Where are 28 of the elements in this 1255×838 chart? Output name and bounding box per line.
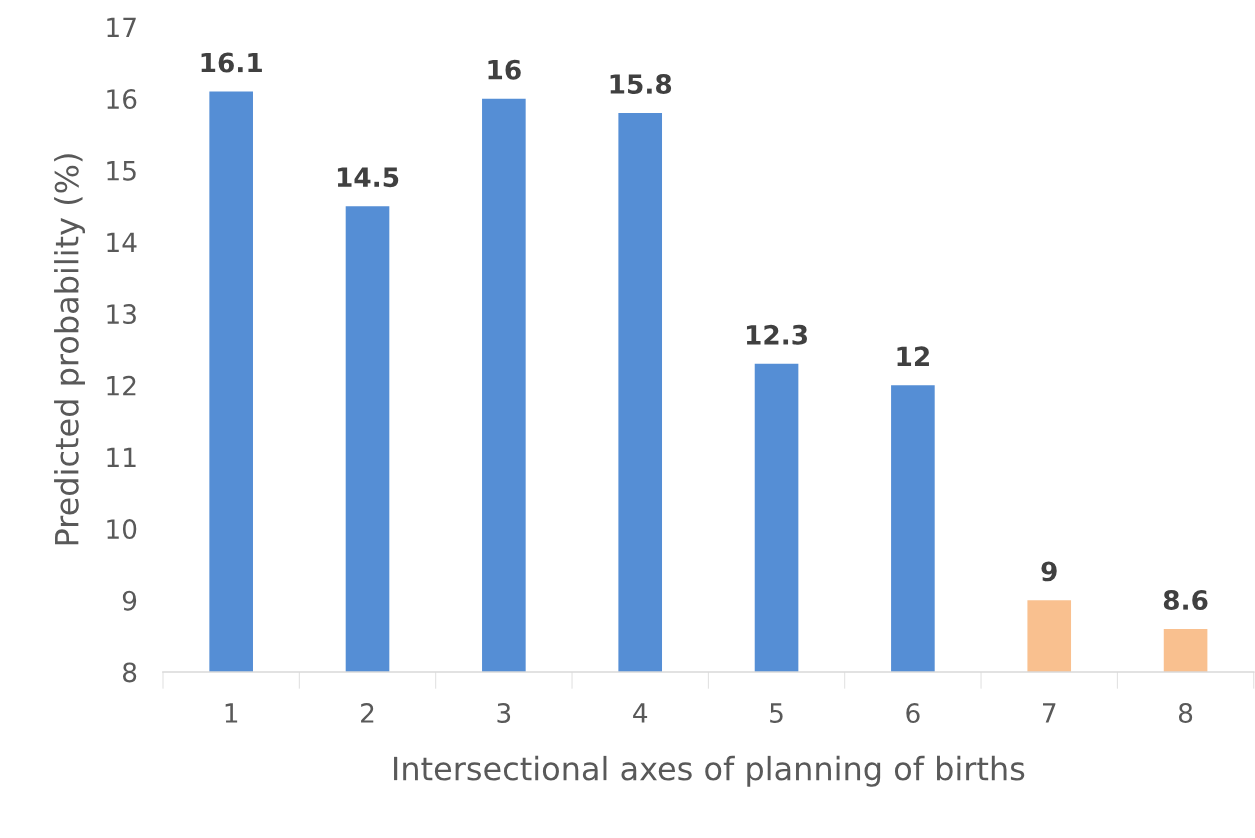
data-label: 8.6 [1163, 590, 1208, 610]
x-tick-label: 6 [906, 703, 920, 723]
x-tick-label: 8 [1178, 703, 1193, 723]
y-tick-label: 16 [107, 89, 137, 110]
data-label: 16 [488, 59, 521, 80]
data-label: 12 [897, 346, 929, 366]
y-tick-label: 15 [107, 161, 136, 181]
y-tick-label: 14 [107, 232, 137, 253]
y-tick-label: 10 [107, 519, 137, 540]
y-axis-title: Predicted probability (%) [54, 154, 85, 545]
x-tick-label: 7 [1043, 703, 1056, 723]
data-label: 9 [1041, 561, 1057, 582]
x-tick-label: 4 [633, 703, 648, 723]
data-label: 12.3 [746, 324, 807, 345]
x-tick-label: 2 [361, 703, 374, 723]
x-tick-label: 5 [770, 703, 783, 723]
y-tick-label: 9 [122, 590, 137, 611]
y-tick-label: 8 [123, 662, 137, 683]
y-tick-label: 17 [107, 17, 136, 38]
data-label: 15.8 [610, 74, 672, 94]
y-tick-label: 12 [107, 375, 136, 396]
data-label: 16.1 [201, 52, 262, 73]
y-tick-label: 13 [107, 304, 136, 325]
x-axis-title: Intersectional axes of planning of births [394, 755, 1025, 787]
x-tick-label: 1 [225, 703, 238, 723]
data-label: 14.5 [337, 167, 399, 188]
x-tick-label: 3 [497, 703, 511, 723]
y-tick-label: 11 [107, 447, 136, 468]
